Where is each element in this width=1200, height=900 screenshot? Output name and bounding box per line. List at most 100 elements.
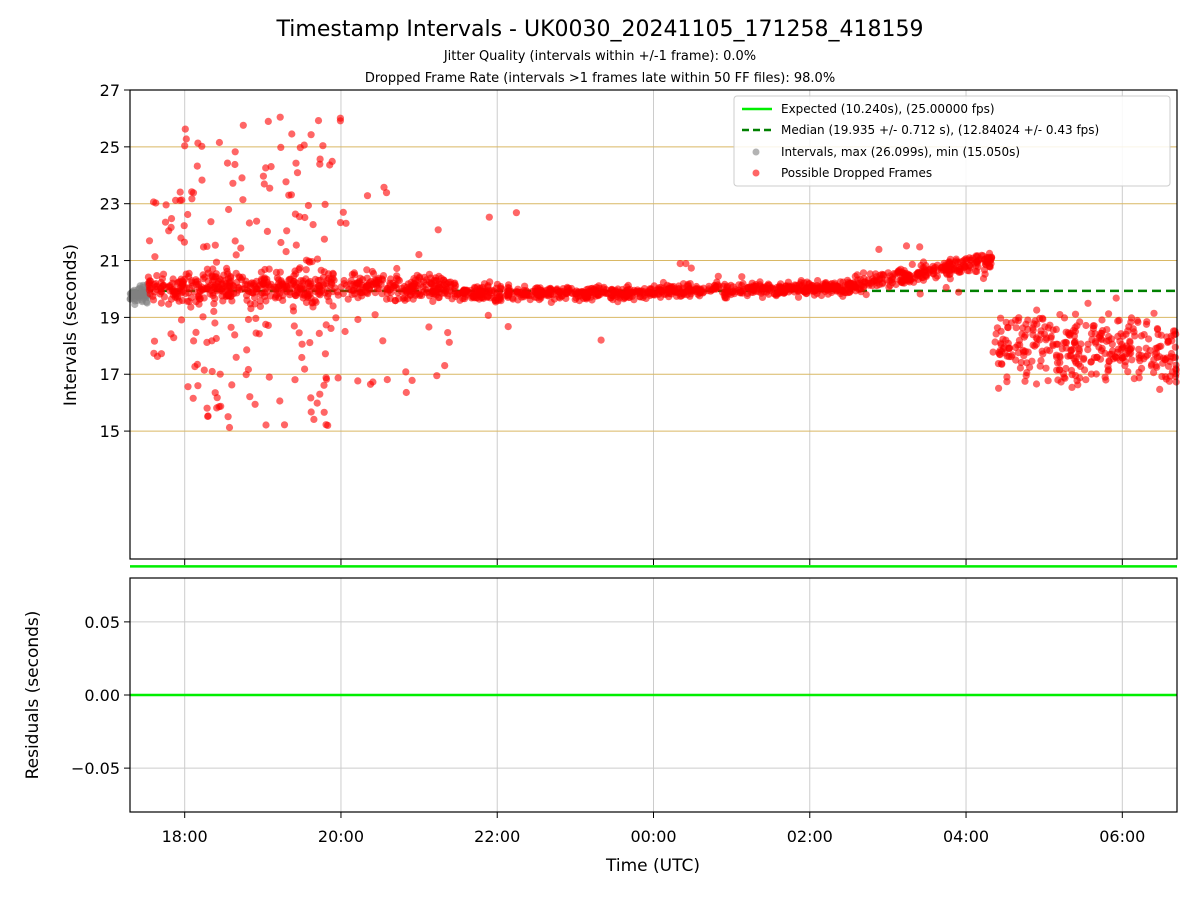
dropped-frame-point (190, 337, 198, 345)
dropped-frame-point (1167, 353, 1175, 361)
dropped-frame-point (946, 275, 954, 283)
interval-point (138, 298, 146, 306)
dropped-frame-point (913, 271, 922, 280)
legend-intervals-label: Intervals, max (26.099s), min (15.050s) (781, 145, 1020, 159)
dropped-frame-point (752, 281, 760, 289)
dropped-frame-point (391, 297, 399, 305)
dropped-frame-point (1016, 341, 1024, 349)
dropped-frame-point (319, 273, 328, 281)
dropped-frame-point (765, 290, 773, 298)
dropped-frame-point (369, 281, 377, 289)
dropped-frame-point (1039, 350, 1047, 358)
dropped-frame-point (219, 297, 227, 305)
dropped-frame-point (678, 292, 686, 300)
dropped-frame-point (512, 209, 521, 217)
x-tick-label: 18:00 (162, 827, 208, 846)
dropped-frame-point (1171, 343, 1179, 351)
x-axis-label: Time (UTC) (605, 856, 700, 876)
dropped-frame-point (1130, 375, 1138, 383)
dropped-frame-point (150, 337, 159, 345)
dropped-frame-point (705, 282, 713, 290)
dropped-frame-point (1019, 324, 1027, 332)
dropped-frame-point (354, 377, 362, 385)
dropped-frame-point (983, 254, 992, 262)
interval-point (138, 286, 146, 294)
dropped-frame-point (267, 163, 275, 171)
dropped-frame-point (1084, 299, 1092, 307)
dropped-frame-point (1080, 354, 1088, 362)
dropped-frame-point (282, 178, 290, 186)
dropped-frame-point (393, 274, 401, 283)
dropped-frame-point (218, 280, 226, 288)
dropped-frame-point (1032, 334, 1040, 342)
dropped-frame-point (159, 270, 168, 278)
dropped-frame-point (225, 205, 233, 214)
dropped-frame-point (614, 298, 622, 306)
dropped-frame-point (1082, 376, 1090, 384)
dropped-frame-point (212, 258, 221, 266)
dropped-frame-point (339, 290, 347, 298)
dropped-frame-point (244, 315, 253, 324)
dropped-frame-point (1107, 335, 1116, 343)
dropped-frame-point (363, 192, 372, 200)
dropped-frame-point (194, 382, 202, 390)
dropped-frame-point (228, 297, 236, 305)
dropped-frame-point (260, 289, 269, 297)
dropped-frame-point (224, 270, 232, 278)
dropped-frame-point (283, 282, 291, 290)
dropped-frame-point (247, 280, 255, 288)
dropped-frame-point (422, 276, 430, 284)
residuals-panel: −0.05 0.00 0.05 18:00 20:00 22:00 00:00 02:00 0… (23, 577, 1178, 876)
dropped-frame-point (630, 296, 638, 304)
dropped-frame-point (425, 323, 433, 331)
dropped-frame-point (639, 293, 647, 302)
dropped-frame-point (341, 327, 349, 336)
legend-dropped-swatch (752, 169, 760, 177)
dropped-frame-point (292, 270, 300, 278)
dropped-frame-point (211, 389, 219, 397)
dropped-frame-point (485, 213, 493, 221)
dropped-frame-point (711, 283, 720, 291)
dropped-frame-point (714, 272, 722, 280)
dropped-frame-point (306, 339, 314, 347)
dropped-frame-point (534, 288, 542, 296)
dropped-frame-point (1021, 377, 1029, 385)
dropped-frame-point (380, 183, 388, 191)
dropped-frame-point (504, 323, 512, 331)
dropped-frame-point (169, 275, 177, 283)
dropped-frame-point (232, 251, 240, 259)
dropped-frame-point (153, 272, 161, 280)
dropped-frame-point (1064, 352, 1072, 360)
x-tick-label: 02:00 (787, 827, 833, 846)
dropped-frame-point (342, 219, 350, 227)
dropped-frame-point (184, 383, 192, 391)
dropped-frame-point (322, 375, 331, 383)
dropped-frame-point (149, 296, 158, 304)
dropped-frame-point (151, 253, 159, 261)
dropped-frame-point (215, 138, 223, 147)
dropped-frame-point (1128, 356, 1136, 364)
dropped-frame-point (997, 327, 1005, 335)
dropped-frame-point (262, 421, 270, 429)
dropped-frame-point (484, 292, 492, 300)
dropped-frame-point (198, 176, 206, 184)
dropped-frame-point (1090, 322, 1098, 330)
dropped-frame-point (157, 299, 165, 307)
dropped-frame-point (325, 297, 333, 305)
dropped-frame-point (557, 287, 565, 295)
dropped-frame-point (145, 278, 153, 286)
dropped-frame-point (996, 350, 1004, 358)
dropped-frame-point (150, 349, 158, 357)
dropped-frame-point (387, 288, 395, 297)
dropped-frame-point (676, 260, 684, 268)
dropped-frame-point (370, 270, 378, 278)
dropped-frame-point (1156, 385, 1164, 393)
dropped-frame-point (307, 408, 315, 416)
dropped-frame-point (659, 278, 668, 287)
dropped-frame-point (279, 296, 287, 304)
dropped-frame-point (242, 371, 250, 379)
dropped-frame-point (433, 372, 441, 380)
dropped-frame-point (290, 277, 298, 285)
dropped-frame-point (224, 292, 232, 300)
residuals-y-axis-label: Residuals (seconds) (23, 611, 43, 780)
